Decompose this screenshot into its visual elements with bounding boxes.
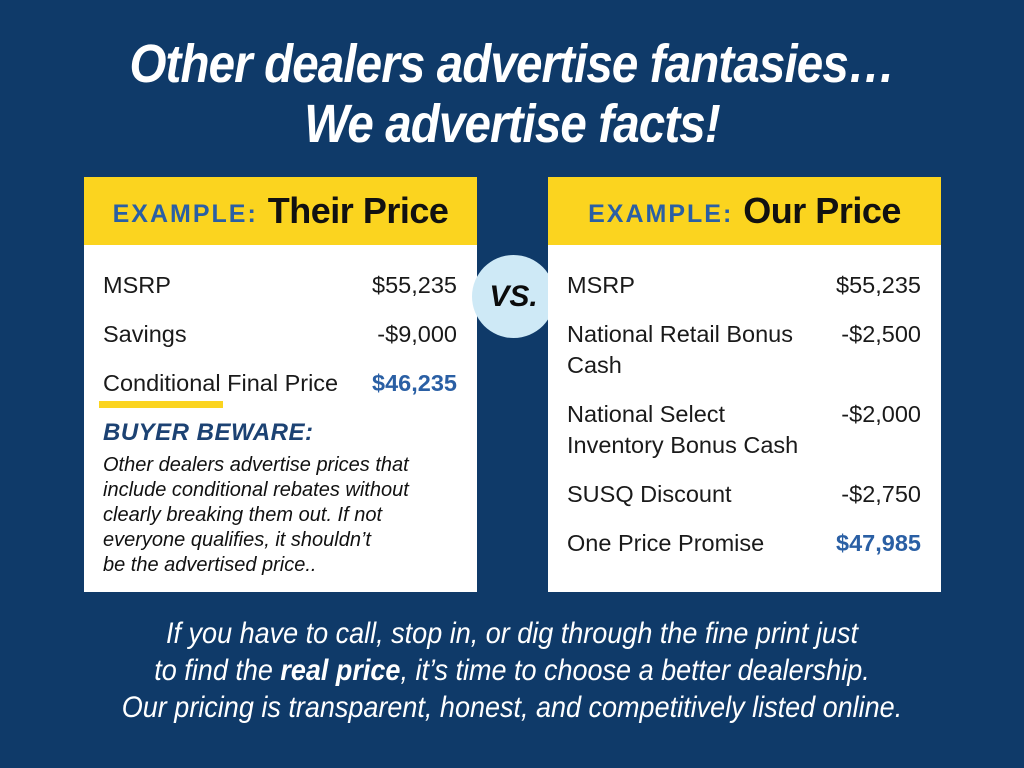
- their-price-card-header: EXAMPLE: Their Price: [84, 177, 477, 245]
- headline-line-2: We advertise facts!: [304, 94, 720, 154]
- table-row: SUSQ Discount -$2,750: [567, 479, 921, 510]
- their-example-label: EXAMPLE:: [112, 199, 258, 228]
- row-value-msrp: $55,235: [372, 272, 457, 298]
- our-price-card: EXAMPLE: Our Price MSRP $55,235 National…: [548, 177, 941, 592]
- buyer-beware-line: everyone qualifies, it shouldn’t: [103, 529, 371, 551]
- headline-line-1: Other dealers advertise fantasies…: [129, 34, 895, 94]
- footer-tagline: If you have to call, stop in, or dig thr…: [51, 615, 973, 726]
- footer-real-price-bold: real price: [280, 654, 401, 687]
- buyer-beware-line: include conditional rebates without: [103, 479, 409, 501]
- row-value-msrp: $55,235: [836, 272, 921, 298]
- row-value-one-price-promise: $47,985: [836, 530, 921, 556]
- row-label-susq-discount: SUSQ Discount: [567, 481, 732, 507]
- row-label-conditional-final-price: Conditional Final Price: [99, 368, 339, 408]
- buyer-beware-title: BUYER BEWARE:: [103, 419, 314, 446]
- their-price-title: Their Price: [267, 190, 449, 231]
- our-price-card-header: EXAMPLE: Our Price: [548, 177, 941, 245]
- footer-line-2-post: , it’s time to choose a better dealershi…: [400, 654, 870, 687]
- conditional-underlined-word: Conditional: [99, 370, 223, 408]
- row-value-susq-discount: -$2,750: [841, 481, 921, 507]
- row-label-savings: Savings: [103, 321, 187, 347]
- table-row: MSRP $55,235: [567, 270, 921, 301]
- headline: Other dealers advertise fantasies… We ad…: [61, 34, 962, 154]
- row-value-savings: -$9,000: [377, 321, 457, 347]
- table-row-conditional-final-price: Conditional Final Price $46,235: [99, 368, 457, 408]
- row-label-national-select-inventory-bonus-cash: National Select Inventory Bonus Cash: [567, 401, 799, 458]
- their-price-card-body: MSRP $55,235 Savings -$9,000 Conditional…: [84, 245, 477, 578]
- row-label-national-retail-bonus-cash: National Retail Bonus Cash: [567, 321, 793, 378]
- vs-label: VS.: [489, 279, 538, 313]
- table-row: Savings -$9,000: [103, 319, 457, 349]
- row-value-national-select-inventory-bonus-cash: -$2,000: [841, 401, 921, 427]
- table-row: National Retail Bonus Cash -$2,500: [567, 319, 921, 381]
- row-value-conditional-final-price: $46,235: [372, 370, 457, 396]
- row-label-one-price-promise: One Price Promise: [567, 530, 765, 556]
- table-row: National Select Inventory Bonus Cash -$2…: [567, 399, 921, 461]
- row-label-msrp: MSRP: [103, 272, 171, 298]
- buyer-beware-block: BUYER BEWARE: Other dealers advertise pr…: [103, 419, 457, 578]
- their-price-card: EXAMPLE: Their Price MSRP $55,235 Saving…: [84, 177, 477, 592]
- table-row-one-price-promise: One Price Promise $47,985: [567, 528, 921, 559]
- final-price-label-rest: Final Price: [220, 370, 339, 396]
- footer-line-2: to find the real price, it’s time to cho…: [51, 652, 973, 689]
- buyer-beware-line: Other dealers advertise prices that: [103, 454, 409, 476]
- table-row: MSRP $55,235: [103, 270, 457, 300]
- buyer-beware-line: be the advertised price..: [103, 554, 317, 576]
- our-price-title: Our Price: [743, 190, 901, 231]
- our-price-card-body: MSRP $55,235 National Retail Bonus Cash …: [548, 245, 941, 559]
- row-label-msrp: MSRP: [567, 272, 635, 298]
- vs-badge: VS.: [472, 255, 555, 338]
- buyer-beware-line: clearly breaking them out. If not: [103, 504, 383, 526]
- footer-line-3: Our pricing is transparent, honest, and …: [121, 691, 903, 724]
- row-value-national-retail-bonus-cash: -$2,500: [841, 321, 921, 347]
- our-example-label: EXAMPLE:: [588, 199, 734, 228]
- footer-line-1: If you have to call, stop in, or dig thr…: [166, 617, 858, 650]
- footer-line-2-pre: to find the: [154, 654, 281, 687]
